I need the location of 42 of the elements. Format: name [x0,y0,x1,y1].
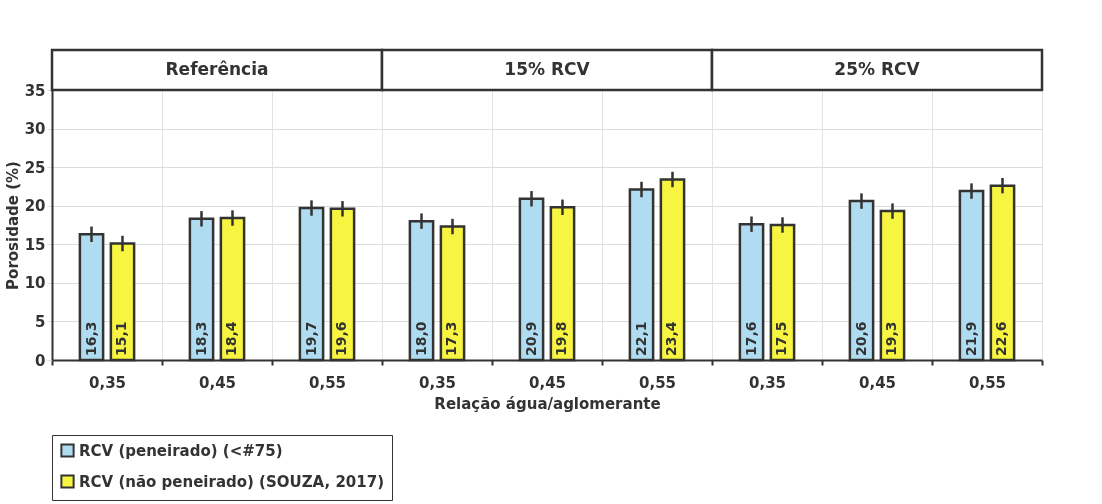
data-label: 19,3 [883,321,900,356]
data-label: 20,6 [852,321,869,356]
data-label: 19,8 [553,321,570,356]
data-label: 22,1 [632,321,649,356]
text: 15% RCV [504,59,591,79]
data-label: 18,4 [223,321,240,356]
data-label: 16,3 [82,321,99,356]
data-label: 18,0 [412,321,429,356]
y-tick-label: 25 [24,158,46,177]
x-tick-label: 0,55 [968,373,1007,392]
x-tick-label: 0,45 [198,373,237,392]
y-tick-label: 30 [24,120,46,139]
y-tick-label: 5 [35,312,46,331]
y-tick-label: 10 [24,274,46,293]
data-label: 19,7 [302,321,319,356]
legend-label: RCV (peneirado) (<#75) [79,441,283,460]
data-label: 19,6 [333,321,350,356]
x-tick-label: 0,45 [858,373,897,392]
data-label: 17,5 [773,321,790,356]
x-tick-label: 0,45 [528,373,567,392]
x-tick-label: 0,35 [748,373,787,392]
x-tick-label: 0,55 [308,373,347,392]
legend-label: RCV (não peneirado) (SOUZA, 2017) [79,472,384,491]
y-tick-label: 15 [24,235,46,254]
data-label: 21,9 [962,321,979,356]
data-label: 18,3 [192,321,209,356]
data-label: 22,6 [993,321,1010,356]
data-label: 15,1 [113,321,130,356]
y-axis-title: Porosidade (%) [3,161,22,290]
x-tick-label: 0,55 [638,373,677,392]
data-label: 23,4 [663,321,680,356]
y-tick-label: 20 [24,197,46,216]
x-tick-label: 0,35 [88,373,127,392]
y-tick-label: 35 [24,81,46,100]
data-label: 17,6 [742,321,759,356]
x-tick-label: 0,35 [418,373,457,392]
data-label: 17,3 [443,321,460,356]
y-tick-label: 0 [35,351,46,370]
x-axis-title: Relação água/aglomerante [434,394,661,413]
data-label: 20,9 [522,321,539,356]
text: Referência [165,59,269,79]
text: 25% RCV [834,59,921,79]
